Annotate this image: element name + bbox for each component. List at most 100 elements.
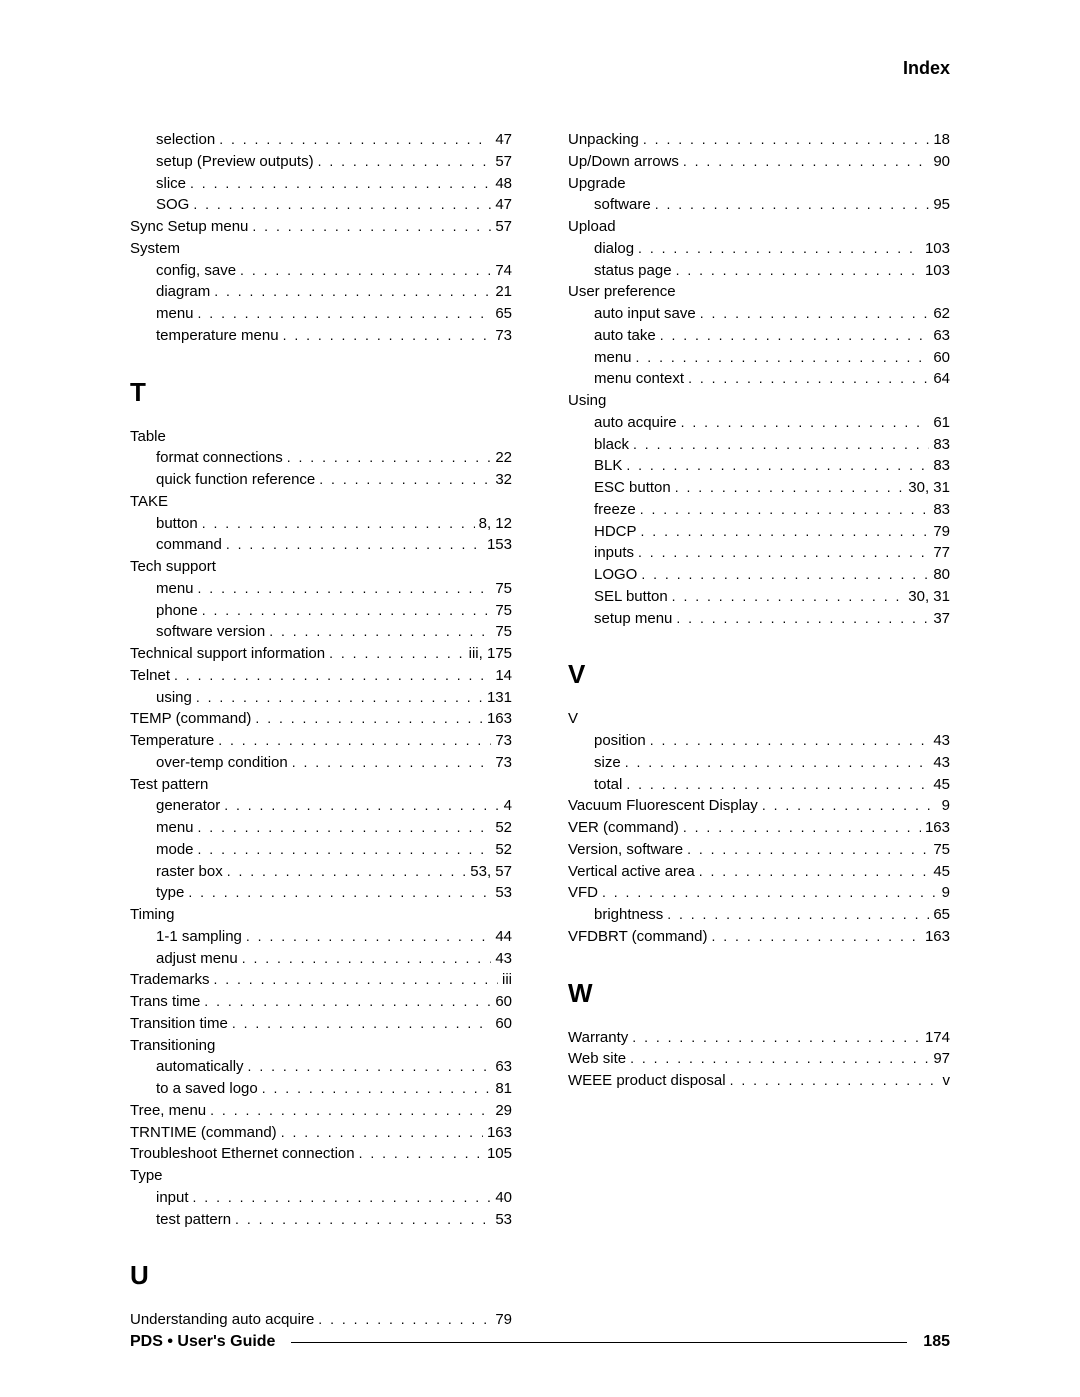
index-term: Test pattern bbox=[130, 774, 208, 796]
index-dots bbox=[235, 1209, 491, 1229]
index-entry: Transitioning bbox=[130, 1035, 512, 1057]
index-page-number: 21 bbox=[495, 281, 512, 303]
index-entry: raster box53, 57 bbox=[130, 861, 512, 883]
index-entry: generator4 bbox=[130, 795, 512, 817]
index-page-number: 81 bbox=[495, 1078, 512, 1100]
index-entry: auto input save62 bbox=[568, 303, 950, 325]
index-term: automatically bbox=[156, 1056, 244, 1078]
index-term: slice bbox=[156, 173, 186, 195]
index-dots bbox=[655, 194, 930, 214]
index-term: VER (command) bbox=[568, 817, 679, 839]
footer-rule bbox=[291, 1342, 907, 1343]
index-page-number: 52 bbox=[495, 817, 512, 839]
index-dots bbox=[226, 534, 483, 554]
index-page-number: 75 bbox=[495, 621, 512, 643]
index-entry: selection47 bbox=[130, 129, 512, 151]
index-entry: using131 bbox=[130, 687, 512, 709]
index-page-number: 30, 31 bbox=[908, 586, 950, 608]
index-entry: menu60 bbox=[568, 347, 950, 369]
index-page-number: iii, 175 bbox=[469, 643, 512, 665]
index-term: status page bbox=[594, 260, 672, 282]
index-term: Transitioning bbox=[130, 1035, 215, 1057]
index-page-number: 103 bbox=[925, 260, 950, 282]
index-entry: config, save74 bbox=[130, 260, 512, 282]
index-term: WEEE product disposal bbox=[568, 1070, 726, 1092]
index-term: BLK bbox=[594, 455, 622, 477]
index-term: Upgrade bbox=[568, 173, 626, 195]
index-dots bbox=[190, 173, 491, 193]
index-entry: adjust menu43 bbox=[130, 948, 512, 970]
index-entry: TEMP (command)163 bbox=[130, 708, 512, 730]
index-entry: Type bbox=[130, 1165, 512, 1187]
index-page-number: 9 bbox=[942, 795, 950, 817]
index-dots bbox=[630, 1048, 929, 1068]
index-dots bbox=[675, 477, 905, 497]
index-page-number: 83 bbox=[933, 455, 950, 477]
index-page-number: 18 bbox=[933, 129, 950, 151]
index-term: menu bbox=[156, 817, 194, 839]
index-dots bbox=[283, 325, 492, 345]
index-entry: format connections22 bbox=[130, 447, 512, 469]
index-term: auto acquire bbox=[594, 412, 677, 434]
index-page-number: 61 bbox=[933, 412, 950, 434]
index-term: temperature menu bbox=[156, 325, 279, 347]
index-dots bbox=[198, 303, 492, 323]
index-entry: mode 52 bbox=[130, 839, 512, 861]
index-dots bbox=[219, 129, 491, 149]
index-term: Warranty bbox=[568, 1027, 628, 1049]
index-page-number: 53 bbox=[495, 882, 512, 904]
index-page-number: 52 bbox=[495, 839, 512, 861]
index-term: mode bbox=[156, 839, 194, 861]
index-dots bbox=[676, 260, 921, 280]
index-section-letter: T bbox=[130, 377, 512, 408]
index-dots bbox=[602, 882, 938, 902]
index-page-number: 48 bbox=[495, 173, 512, 195]
index-term: selection bbox=[156, 129, 215, 151]
index-term: button bbox=[156, 513, 198, 535]
index-entry: button8, 12 bbox=[130, 513, 512, 535]
index-term: to a saved logo bbox=[156, 1078, 258, 1100]
index-dots bbox=[699, 861, 930, 881]
index-entry: type53 bbox=[130, 882, 512, 904]
index-entry: Telnet14 bbox=[130, 665, 512, 687]
index-dots bbox=[281, 1122, 483, 1142]
index-dots bbox=[213, 969, 498, 989]
index-dots bbox=[730, 1070, 939, 1090]
index-dots bbox=[198, 817, 492, 837]
index-entry: Table bbox=[130, 426, 512, 448]
index-page-number: 14 bbox=[495, 665, 512, 687]
index-entry: diagram21 bbox=[130, 281, 512, 303]
index-dots bbox=[687, 839, 929, 859]
index-page-number: 80 bbox=[933, 564, 950, 586]
index-dots bbox=[202, 600, 492, 620]
index-entry: setup menu37 bbox=[568, 608, 950, 630]
index-term: LOGO bbox=[594, 564, 637, 586]
index-term: Upload bbox=[568, 216, 616, 238]
index-term: Technical support information bbox=[130, 643, 325, 665]
index-term: Table bbox=[130, 426, 166, 448]
index-dots bbox=[632, 1027, 921, 1047]
index-dots bbox=[232, 1013, 492, 1033]
index-entry: Unpacking18 bbox=[568, 129, 950, 151]
index-term: Version, software bbox=[568, 839, 683, 861]
index-dots bbox=[626, 455, 929, 475]
index-entry: temperature menu73 bbox=[130, 325, 512, 347]
index-entry: Using bbox=[568, 390, 950, 412]
index-entry: TAKE bbox=[130, 491, 512, 513]
index-term: size bbox=[594, 752, 621, 774]
index-entry: V bbox=[568, 708, 950, 730]
index-entry: Troubleshoot Ethernet connection105 bbox=[130, 1143, 512, 1165]
index-column-right: Unpacking18Up/Down arrows90Upgradesoftwa… bbox=[568, 129, 950, 1331]
index-dots bbox=[252, 216, 491, 236]
index-dots bbox=[193, 194, 491, 214]
index-page-number: 43 bbox=[495, 948, 512, 970]
index-page-number: 60 bbox=[495, 1013, 512, 1035]
index-page-number: 60 bbox=[495, 991, 512, 1013]
index-dots bbox=[318, 151, 492, 171]
index-entry: Upgrade bbox=[568, 173, 950, 195]
footer-page-number: 185 bbox=[923, 1333, 950, 1351]
index-dots bbox=[711, 926, 920, 946]
index-page-number: 75 bbox=[933, 839, 950, 861]
index-term: Understanding auto acquire bbox=[130, 1309, 314, 1331]
index-dots bbox=[681, 412, 930, 432]
